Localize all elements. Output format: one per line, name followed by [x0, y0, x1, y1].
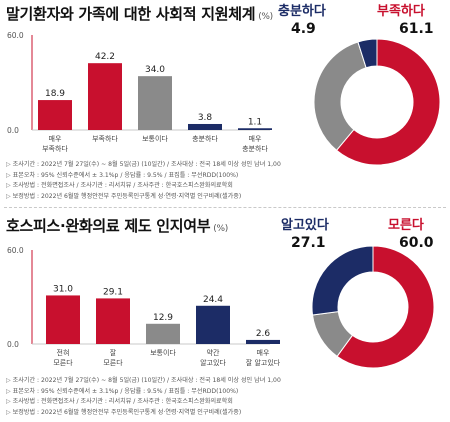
- donut-2-right-value: 60.0: [399, 235, 434, 251]
- panel-2-unit: (%): [213, 224, 228, 234]
- panel-2-note: 조사기간 : 2022년 7월 27일(수) ~ 8월 5일(금) (10일간)…: [6, 376, 281, 387]
- panel-1-note: 조사방법 : 전화면접조사 / 조사기관 : 리서치뷰 / 조사주관 : 한국호…: [6, 181, 281, 192]
- category-label: 보통이다: [150, 348, 176, 357]
- bar: [46, 295, 80, 344]
- bar-value-label: 3.8: [198, 113, 213, 123]
- donut-1-left-label: 충분하다: [278, 4, 326, 19]
- category-label: 부족하다: [92, 134, 118, 143]
- bar-value-label: 29.1: [103, 287, 123, 297]
- category-label: 보통이다: [142, 134, 168, 143]
- category-label: 충분하다: [242, 144, 268, 153]
- bar-value-label: 1.1: [248, 117, 262, 127]
- panel-1-note: 표본오차 : 95% 신뢰수준에서 ± 3.1%p / 응답률 : 9.5% /…: [6, 171, 281, 182]
- bar: [238, 128, 272, 130]
- panel-1-title-text: 말기환자와 가족에 대한 사회적 지원체계: [6, 5, 256, 23]
- panel-2-notes: 조사기간 : 2022년 7월 27일(수) ~ 8월 5일(금) (10일간)…: [6, 376, 281, 418]
- bar-value-label: 2.6: [256, 329, 271, 339]
- category-label: 잘: [110, 349, 117, 357]
- category-label: 알고있다: [200, 358, 226, 367]
- bar-value-label: 12.9: [153, 313, 173, 323]
- panel-2-title: 호스피스·완화의료 제도 인지여부 (%): [6, 215, 228, 236]
- donut-1-right-value: 61.1: [399, 21, 434, 37]
- bar-value-label: 18.9: [45, 89, 65, 99]
- bar-value-label: 34.0: [145, 65, 165, 75]
- donut-2-left-label: 알고있다: [281, 218, 329, 233]
- panel-1-notes: 조사기간 : 2022년 7월 27일(수) ~ 8월 5일(금) (10일간)…: [6, 160, 281, 202]
- panel-2-note: 보정방법 : 2022년 6월말 행정안전부 주민등록인구통계 성·연령·지역별…: [6, 408, 281, 419]
- bar: [138, 76, 172, 130]
- donut-2-right-label: 모른다: [388, 218, 424, 233]
- donut-slice: [313, 41, 367, 151]
- y-tick-label: 0.0: [7, 340, 19, 349]
- panel-1-note: 조사기간 : 2022년 7월 27일(수) ~ 8월 5일(금) (10일간)…: [6, 160, 281, 171]
- bar: [246, 339, 280, 344]
- panel-1-title: 말기환자와 가족에 대한 사회적 지원체계 (%): [6, 3, 273, 24]
- panel-1-note: 보정방법 : 2022년 6월말 행정안전부 주민등록인구통계 성·연령·지역별…: [6, 192, 281, 203]
- donut-1-left-value: 4.9: [291, 21, 316, 37]
- donut-slice: [311, 245, 374, 316]
- category-label: 모른다: [53, 358, 73, 367]
- donut-2-left-value: 27.1: [291, 235, 326, 251]
- donut-slice: [335, 38, 441, 166]
- category-label: 매우: [249, 135, 262, 143]
- y-tick-label: 0.0: [7, 126, 19, 135]
- donut-slice: [336, 245, 435, 369]
- bar: [146, 323, 180, 344]
- bar: [196, 305, 230, 344]
- bar: [96, 298, 130, 344]
- bar-value-label: 24.4: [203, 295, 223, 305]
- category-label: 전혀: [57, 348, 70, 357]
- bar-value-label: 31.0: [53, 284, 73, 294]
- bar: [188, 123, 222, 130]
- category-label: 부족하다: [42, 144, 68, 153]
- bar: [38, 100, 72, 130]
- panel-2-note: 표본오차 : 95% 신뢰수준에서 ± 3.1%p / 응답률 : 9.5% /…: [6, 387, 281, 398]
- donut-1-right-label: 부족하다: [377, 4, 425, 19]
- category-label: 약간: [207, 348, 220, 357]
- panel-2-title-text: 호스피스·완화의료 제도 인지여부: [6, 217, 211, 235]
- donut-slice: [357, 38, 378, 69]
- bar: [88, 63, 122, 130]
- bar-value-label: 42.2: [95, 52, 115, 62]
- category-label: 모른다: [103, 358, 123, 367]
- y-tick-label: 60.0: [7, 31, 24, 40]
- category-label: 매우: [257, 349, 270, 357]
- category-label: 충분하다: [192, 134, 218, 143]
- category-label: 매우: [49, 135, 62, 143]
- section-divider: [4, 207, 446, 208]
- category-label: 잘 알고있다: [246, 358, 281, 367]
- y-tick-label: 60.0: [7, 246, 24, 255]
- panel-1-unit: (%): [258, 12, 273, 22]
- panel-2-note: 조사방법 : 전화면접조사 / 조사기관 : 리서치뷰 / 조사주관 : 한국호…: [6, 397, 281, 408]
